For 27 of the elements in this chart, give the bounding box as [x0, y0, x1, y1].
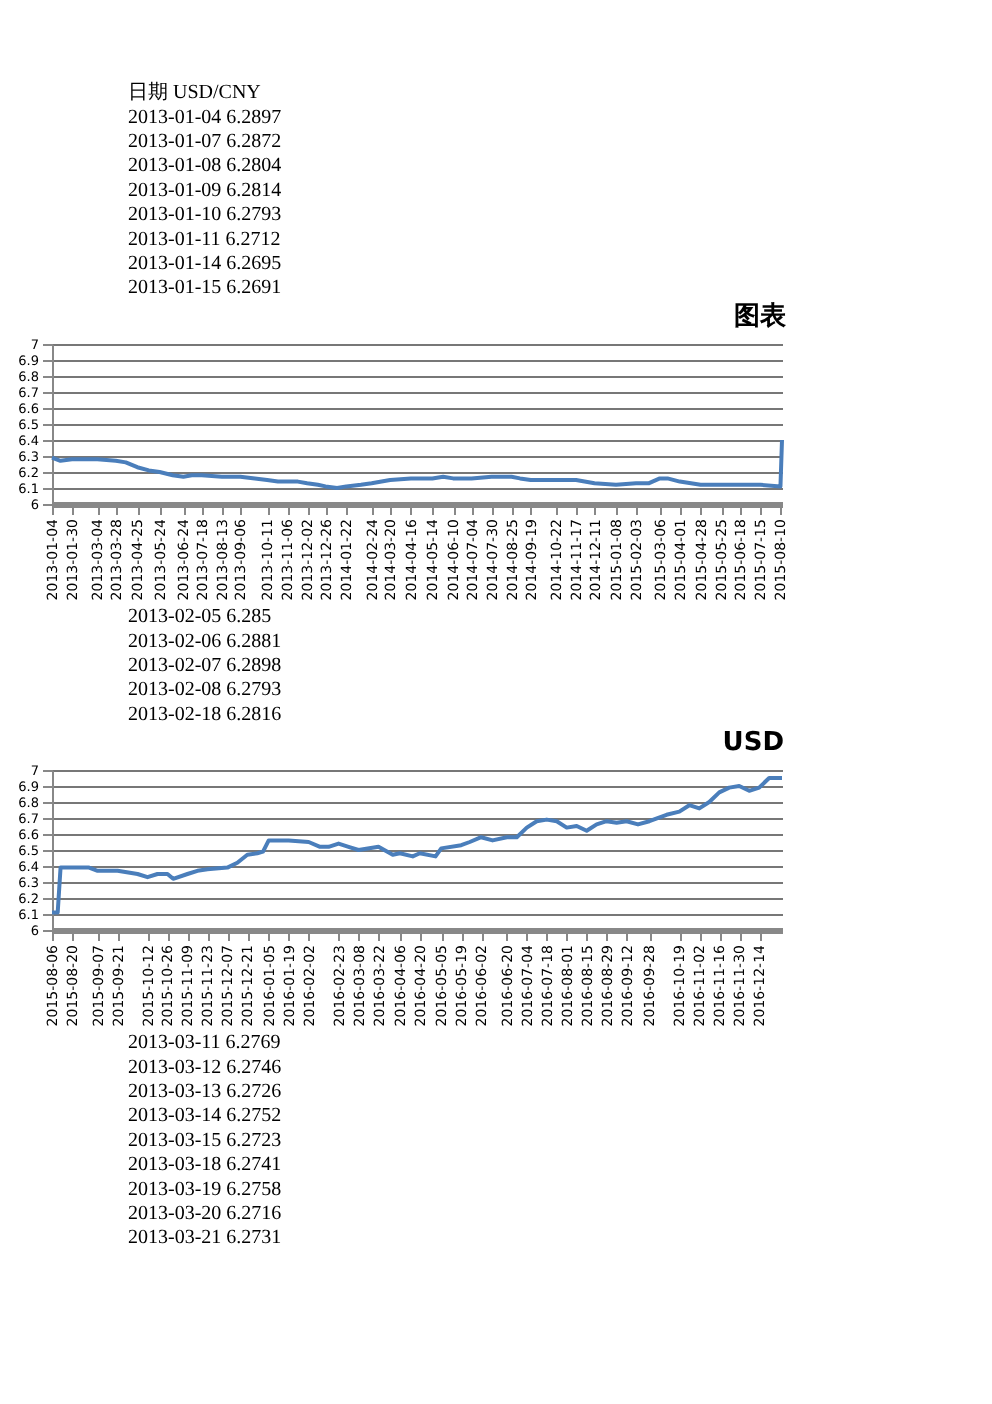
text: 2013-01-08 6.2804	[128, 155, 282, 178]
text: 2013-03-21 6.2731	[128, 1227, 282, 1250]
text: 2013-03-12 6.2746	[128, 1056, 282, 1079]
text: 2013-01-09 6.2814	[128, 179, 282, 202]
text: 2013-02-05 6.285	[128, 606, 272, 629]
text: 2013-02-06 6.2881	[128, 630, 282, 653]
text: 2013-01-11 6.2712	[128, 228, 281, 251]
text: 2013-01-04 6.2897	[128, 106, 282, 129]
line-series	[50, 776, 784, 915]
text: 2013-03-14 6.2752	[128, 1105, 282, 1128]
text: 日期 USD/CNY	[128, 80, 261, 105]
text: 2013-03-15 6.2723	[128, 1129, 282, 1152]
text: 2013-03-13 6.2726	[128, 1081, 282, 1103]
chart-title: 图表	[734, 302, 789, 332]
text: 2013-02-07 6.2898	[128, 655, 282, 677]
text: 2013-03-20 6.2716	[128, 1203, 282, 1225]
text: 2013-03-11 6.2769	[128, 1032, 281, 1055]
line-series	[50, 438, 784, 490]
text: 2013-03-18 6.2741	[128, 1154, 282, 1177]
text: 2013-01-07 6.2872	[128, 131, 282, 153]
text: 2013-01-15 6.2691	[128, 277, 282, 300]
text: 2013-01-14 6.2695	[128, 253, 282, 275]
text: 2013-01-10 6.2793	[128, 204, 282, 227]
text: 2013-02-08 6.2793	[128, 679, 282, 702]
chart-title: USD	[722, 728, 785, 758]
text: 2013-03-19 6.2758	[128, 1178, 282, 1201]
text: 2013-02-18 6.2816	[128, 703, 282, 726]
